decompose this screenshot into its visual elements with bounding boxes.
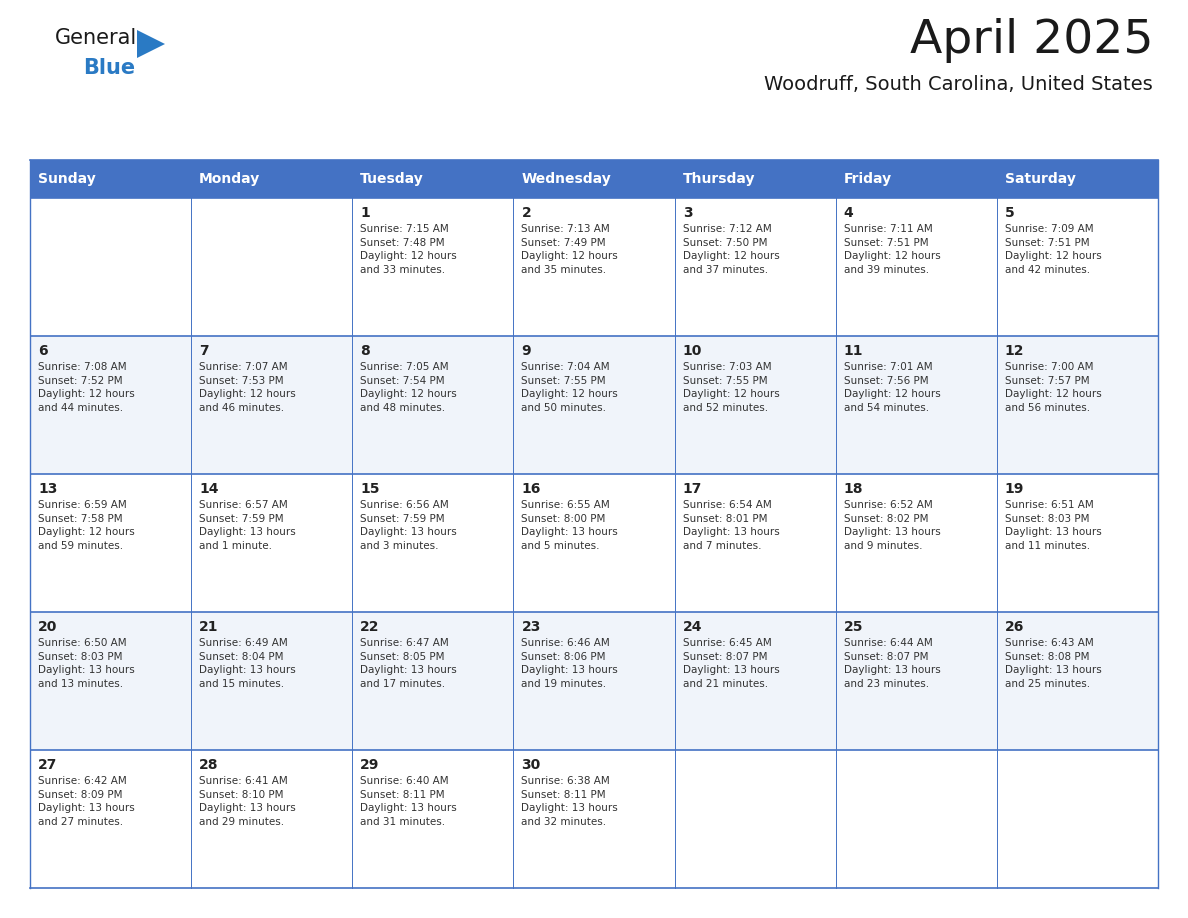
Text: 10: 10 — [683, 344, 702, 358]
Text: 26: 26 — [1005, 620, 1024, 634]
Text: Sunrise: 7:00 AM
Sunset: 7:57 PM
Daylight: 12 hours
and 56 minutes.: Sunrise: 7:00 AM Sunset: 7:57 PM Dayligh… — [1005, 362, 1101, 413]
Bar — [30, 474, 1158, 612]
Text: Sunrise: 6:44 AM
Sunset: 8:07 PM
Daylight: 13 hours
and 23 minutes.: Sunrise: 6:44 AM Sunset: 8:07 PM Dayligh… — [843, 638, 941, 688]
Text: 27: 27 — [38, 758, 57, 772]
Text: Sunrise: 7:12 AM
Sunset: 7:50 PM
Daylight: 12 hours
and 37 minutes.: Sunrise: 7:12 AM Sunset: 7:50 PM Dayligh… — [683, 224, 779, 274]
Text: 30: 30 — [522, 758, 541, 772]
Text: Sunrise: 6:49 AM
Sunset: 8:04 PM
Daylight: 13 hours
and 15 minutes.: Sunrise: 6:49 AM Sunset: 8:04 PM Dayligh… — [200, 638, 296, 688]
Bar — [675, 160, 835, 198]
Text: 7: 7 — [200, 344, 209, 358]
Text: Sunrise: 7:11 AM
Sunset: 7:51 PM
Daylight: 12 hours
and 39 minutes.: Sunrise: 7:11 AM Sunset: 7:51 PM Dayligh… — [843, 224, 941, 274]
Bar — [30, 612, 1158, 750]
Text: 25: 25 — [843, 620, 864, 634]
Text: Thursday: Thursday — [683, 172, 756, 186]
Bar — [30, 160, 191, 198]
Text: 29: 29 — [360, 758, 380, 772]
Text: Blue: Blue — [83, 58, 135, 78]
Text: 14: 14 — [200, 482, 219, 496]
Text: Sunrise: 7:13 AM
Sunset: 7:49 PM
Daylight: 12 hours
and 35 minutes.: Sunrise: 7:13 AM Sunset: 7:49 PM Dayligh… — [522, 224, 618, 274]
Text: 11: 11 — [843, 344, 864, 358]
Text: 5: 5 — [1005, 206, 1015, 220]
Text: Sunrise: 6:40 AM
Sunset: 8:11 PM
Daylight: 13 hours
and 31 minutes.: Sunrise: 6:40 AM Sunset: 8:11 PM Dayligh… — [360, 776, 457, 827]
Text: Sunrise: 7:09 AM
Sunset: 7:51 PM
Daylight: 12 hours
and 42 minutes.: Sunrise: 7:09 AM Sunset: 7:51 PM Dayligh… — [1005, 224, 1101, 274]
Bar — [997, 160, 1158, 198]
Text: Sunrise: 7:07 AM
Sunset: 7:53 PM
Daylight: 12 hours
and 46 minutes.: Sunrise: 7:07 AM Sunset: 7:53 PM Dayligh… — [200, 362, 296, 413]
Text: Sunrise: 7:08 AM
Sunset: 7:52 PM
Daylight: 12 hours
and 44 minutes.: Sunrise: 7:08 AM Sunset: 7:52 PM Dayligh… — [38, 362, 134, 413]
Text: Sunrise: 6:45 AM
Sunset: 8:07 PM
Daylight: 13 hours
and 21 minutes.: Sunrise: 6:45 AM Sunset: 8:07 PM Dayligh… — [683, 638, 779, 688]
Bar — [30, 336, 1158, 474]
Text: 16: 16 — [522, 482, 541, 496]
Text: 9: 9 — [522, 344, 531, 358]
Text: 6: 6 — [38, 344, 48, 358]
Text: 12: 12 — [1005, 344, 1024, 358]
Text: General: General — [55, 28, 138, 48]
Polygon shape — [137, 30, 165, 58]
Text: 21: 21 — [200, 620, 219, 634]
Text: Sunrise: 6:52 AM
Sunset: 8:02 PM
Daylight: 13 hours
and 9 minutes.: Sunrise: 6:52 AM Sunset: 8:02 PM Dayligh… — [843, 500, 941, 551]
Text: 20: 20 — [38, 620, 57, 634]
Text: 17: 17 — [683, 482, 702, 496]
Text: 13: 13 — [38, 482, 57, 496]
Text: 18: 18 — [843, 482, 864, 496]
Text: 19: 19 — [1005, 482, 1024, 496]
Text: 8: 8 — [360, 344, 371, 358]
Text: Sunrise: 6:47 AM
Sunset: 8:05 PM
Daylight: 13 hours
and 17 minutes.: Sunrise: 6:47 AM Sunset: 8:05 PM Dayligh… — [360, 638, 457, 688]
Text: Sunrise: 6:57 AM
Sunset: 7:59 PM
Daylight: 13 hours
and 1 minute.: Sunrise: 6:57 AM Sunset: 7:59 PM Dayligh… — [200, 500, 296, 551]
Text: Tuesday: Tuesday — [360, 172, 424, 186]
Text: Wednesday: Wednesday — [522, 172, 612, 186]
Bar — [30, 198, 1158, 336]
Text: Sunrise: 7:05 AM
Sunset: 7:54 PM
Daylight: 12 hours
and 48 minutes.: Sunrise: 7:05 AM Sunset: 7:54 PM Dayligh… — [360, 362, 457, 413]
Text: Sunrise: 7:01 AM
Sunset: 7:56 PM
Daylight: 12 hours
and 54 minutes.: Sunrise: 7:01 AM Sunset: 7:56 PM Dayligh… — [843, 362, 941, 413]
Text: 1: 1 — [360, 206, 371, 220]
Text: Monday: Monday — [200, 172, 260, 186]
Text: Sunrise: 6:51 AM
Sunset: 8:03 PM
Daylight: 13 hours
and 11 minutes.: Sunrise: 6:51 AM Sunset: 8:03 PM Dayligh… — [1005, 500, 1101, 551]
Text: Saturday: Saturday — [1005, 172, 1076, 186]
Text: 4: 4 — [843, 206, 853, 220]
Text: Sunrise: 6:55 AM
Sunset: 8:00 PM
Daylight: 13 hours
and 5 minutes.: Sunrise: 6:55 AM Sunset: 8:00 PM Dayligh… — [522, 500, 618, 551]
Bar — [835, 160, 997, 198]
Text: April 2025: April 2025 — [910, 18, 1154, 63]
Text: 2: 2 — [522, 206, 531, 220]
Bar — [30, 750, 1158, 888]
Text: Sunrise: 6:41 AM
Sunset: 8:10 PM
Daylight: 13 hours
and 29 minutes.: Sunrise: 6:41 AM Sunset: 8:10 PM Dayligh… — [200, 776, 296, 827]
Text: Sunrise: 6:46 AM
Sunset: 8:06 PM
Daylight: 13 hours
and 19 minutes.: Sunrise: 6:46 AM Sunset: 8:06 PM Dayligh… — [522, 638, 618, 688]
Text: Sunrise: 7:15 AM
Sunset: 7:48 PM
Daylight: 12 hours
and 33 minutes.: Sunrise: 7:15 AM Sunset: 7:48 PM Dayligh… — [360, 224, 457, 274]
Bar — [513, 160, 675, 198]
Text: Sunrise: 7:03 AM
Sunset: 7:55 PM
Daylight: 12 hours
and 52 minutes.: Sunrise: 7:03 AM Sunset: 7:55 PM Dayligh… — [683, 362, 779, 413]
Text: Sunday: Sunday — [38, 172, 96, 186]
Text: Friday: Friday — [843, 172, 892, 186]
Text: Sunrise: 6:42 AM
Sunset: 8:09 PM
Daylight: 13 hours
and 27 minutes.: Sunrise: 6:42 AM Sunset: 8:09 PM Dayligh… — [38, 776, 134, 827]
Text: Sunrise: 6:38 AM
Sunset: 8:11 PM
Daylight: 13 hours
and 32 minutes.: Sunrise: 6:38 AM Sunset: 8:11 PM Dayligh… — [522, 776, 618, 827]
Text: 3: 3 — [683, 206, 693, 220]
Text: 15: 15 — [360, 482, 380, 496]
Text: 24: 24 — [683, 620, 702, 634]
Text: 22: 22 — [360, 620, 380, 634]
Bar — [191, 160, 353, 198]
Text: 28: 28 — [200, 758, 219, 772]
Bar — [353, 160, 513, 198]
Text: Sunrise: 6:59 AM
Sunset: 7:58 PM
Daylight: 12 hours
and 59 minutes.: Sunrise: 6:59 AM Sunset: 7:58 PM Dayligh… — [38, 500, 134, 551]
Text: Sunrise: 7:04 AM
Sunset: 7:55 PM
Daylight: 12 hours
and 50 minutes.: Sunrise: 7:04 AM Sunset: 7:55 PM Dayligh… — [522, 362, 618, 413]
Text: 23: 23 — [522, 620, 541, 634]
Text: Sunrise: 6:56 AM
Sunset: 7:59 PM
Daylight: 13 hours
and 3 minutes.: Sunrise: 6:56 AM Sunset: 7:59 PM Dayligh… — [360, 500, 457, 551]
Text: Sunrise: 6:50 AM
Sunset: 8:03 PM
Daylight: 13 hours
and 13 minutes.: Sunrise: 6:50 AM Sunset: 8:03 PM Dayligh… — [38, 638, 134, 688]
Text: Woodruff, South Carolina, United States: Woodruff, South Carolina, United States — [764, 75, 1154, 94]
Text: Sunrise: 6:54 AM
Sunset: 8:01 PM
Daylight: 13 hours
and 7 minutes.: Sunrise: 6:54 AM Sunset: 8:01 PM Dayligh… — [683, 500, 779, 551]
Text: Sunrise: 6:43 AM
Sunset: 8:08 PM
Daylight: 13 hours
and 25 minutes.: Sunrise: 6:43 AM Sunset: 8:08 PM Dayligh… — [1005, 638, 1101, 688]
